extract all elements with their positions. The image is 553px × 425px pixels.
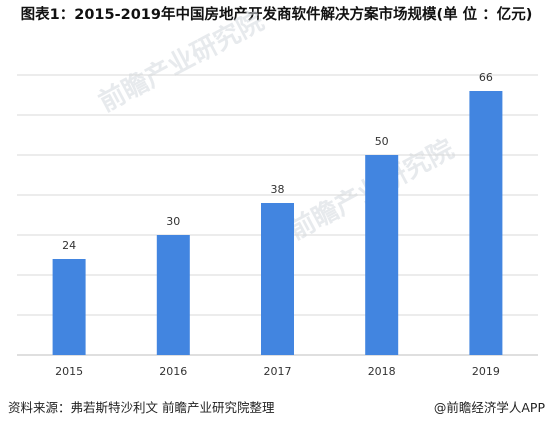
x-tick-labels: 2015 2016 2017 2018 2019 <box>55 365 500 378</box>
brand-credit: @前瞻经济学人APP <box>433 400 545 415</box>
source-note: 资料来源：弗若斯特沙利文 前瞻产业研究院整理 <box>8 400 275 415</box>
chart-title: 图表1：2015-2019年中国房地产开发商软件解决方案市场规模(单 位 ：亿元… <box>20 7 533 23</box>
data-label-2018: 50 <box>375 135 389 148</box>
watermark-text: 前瞻产业研究院 <box>94 5 269 118</box>
bars <box>52 91 503 355</box>
x-tick-2018: 2018 <box>368 365 396 378</box>
bar-2016 <box>156 235 190 355</box>
x-tick-2015: 2015 <box>55 365 83 378</box>
bar-2017 <box>261 203 294 355</box>
x-tick-2016: 2016 <box>159 365 187 378</box>
data-label-2016: 30 <box>166 215 180 228</box>
x-tick-2019: 2019 <box>472 365 500 378</box>
data-label-2015: 24 <box>62 239 76 252</box>
data-labels: 24 30 38 50 66 <box>62 71 493 252</box>
bar-2018 <box>365 155 399 355</box>
x-tick-2017: 2017 <box>264 365 292 378</box>
bar-2019 <box>469 91 503 355</box>
data-label-2017: 38 <box>271 183 285 196</box>
data-label-2019: 66 <box>479 71 493 84</box>
bar-2015 <box>52 259 86 355</box>
